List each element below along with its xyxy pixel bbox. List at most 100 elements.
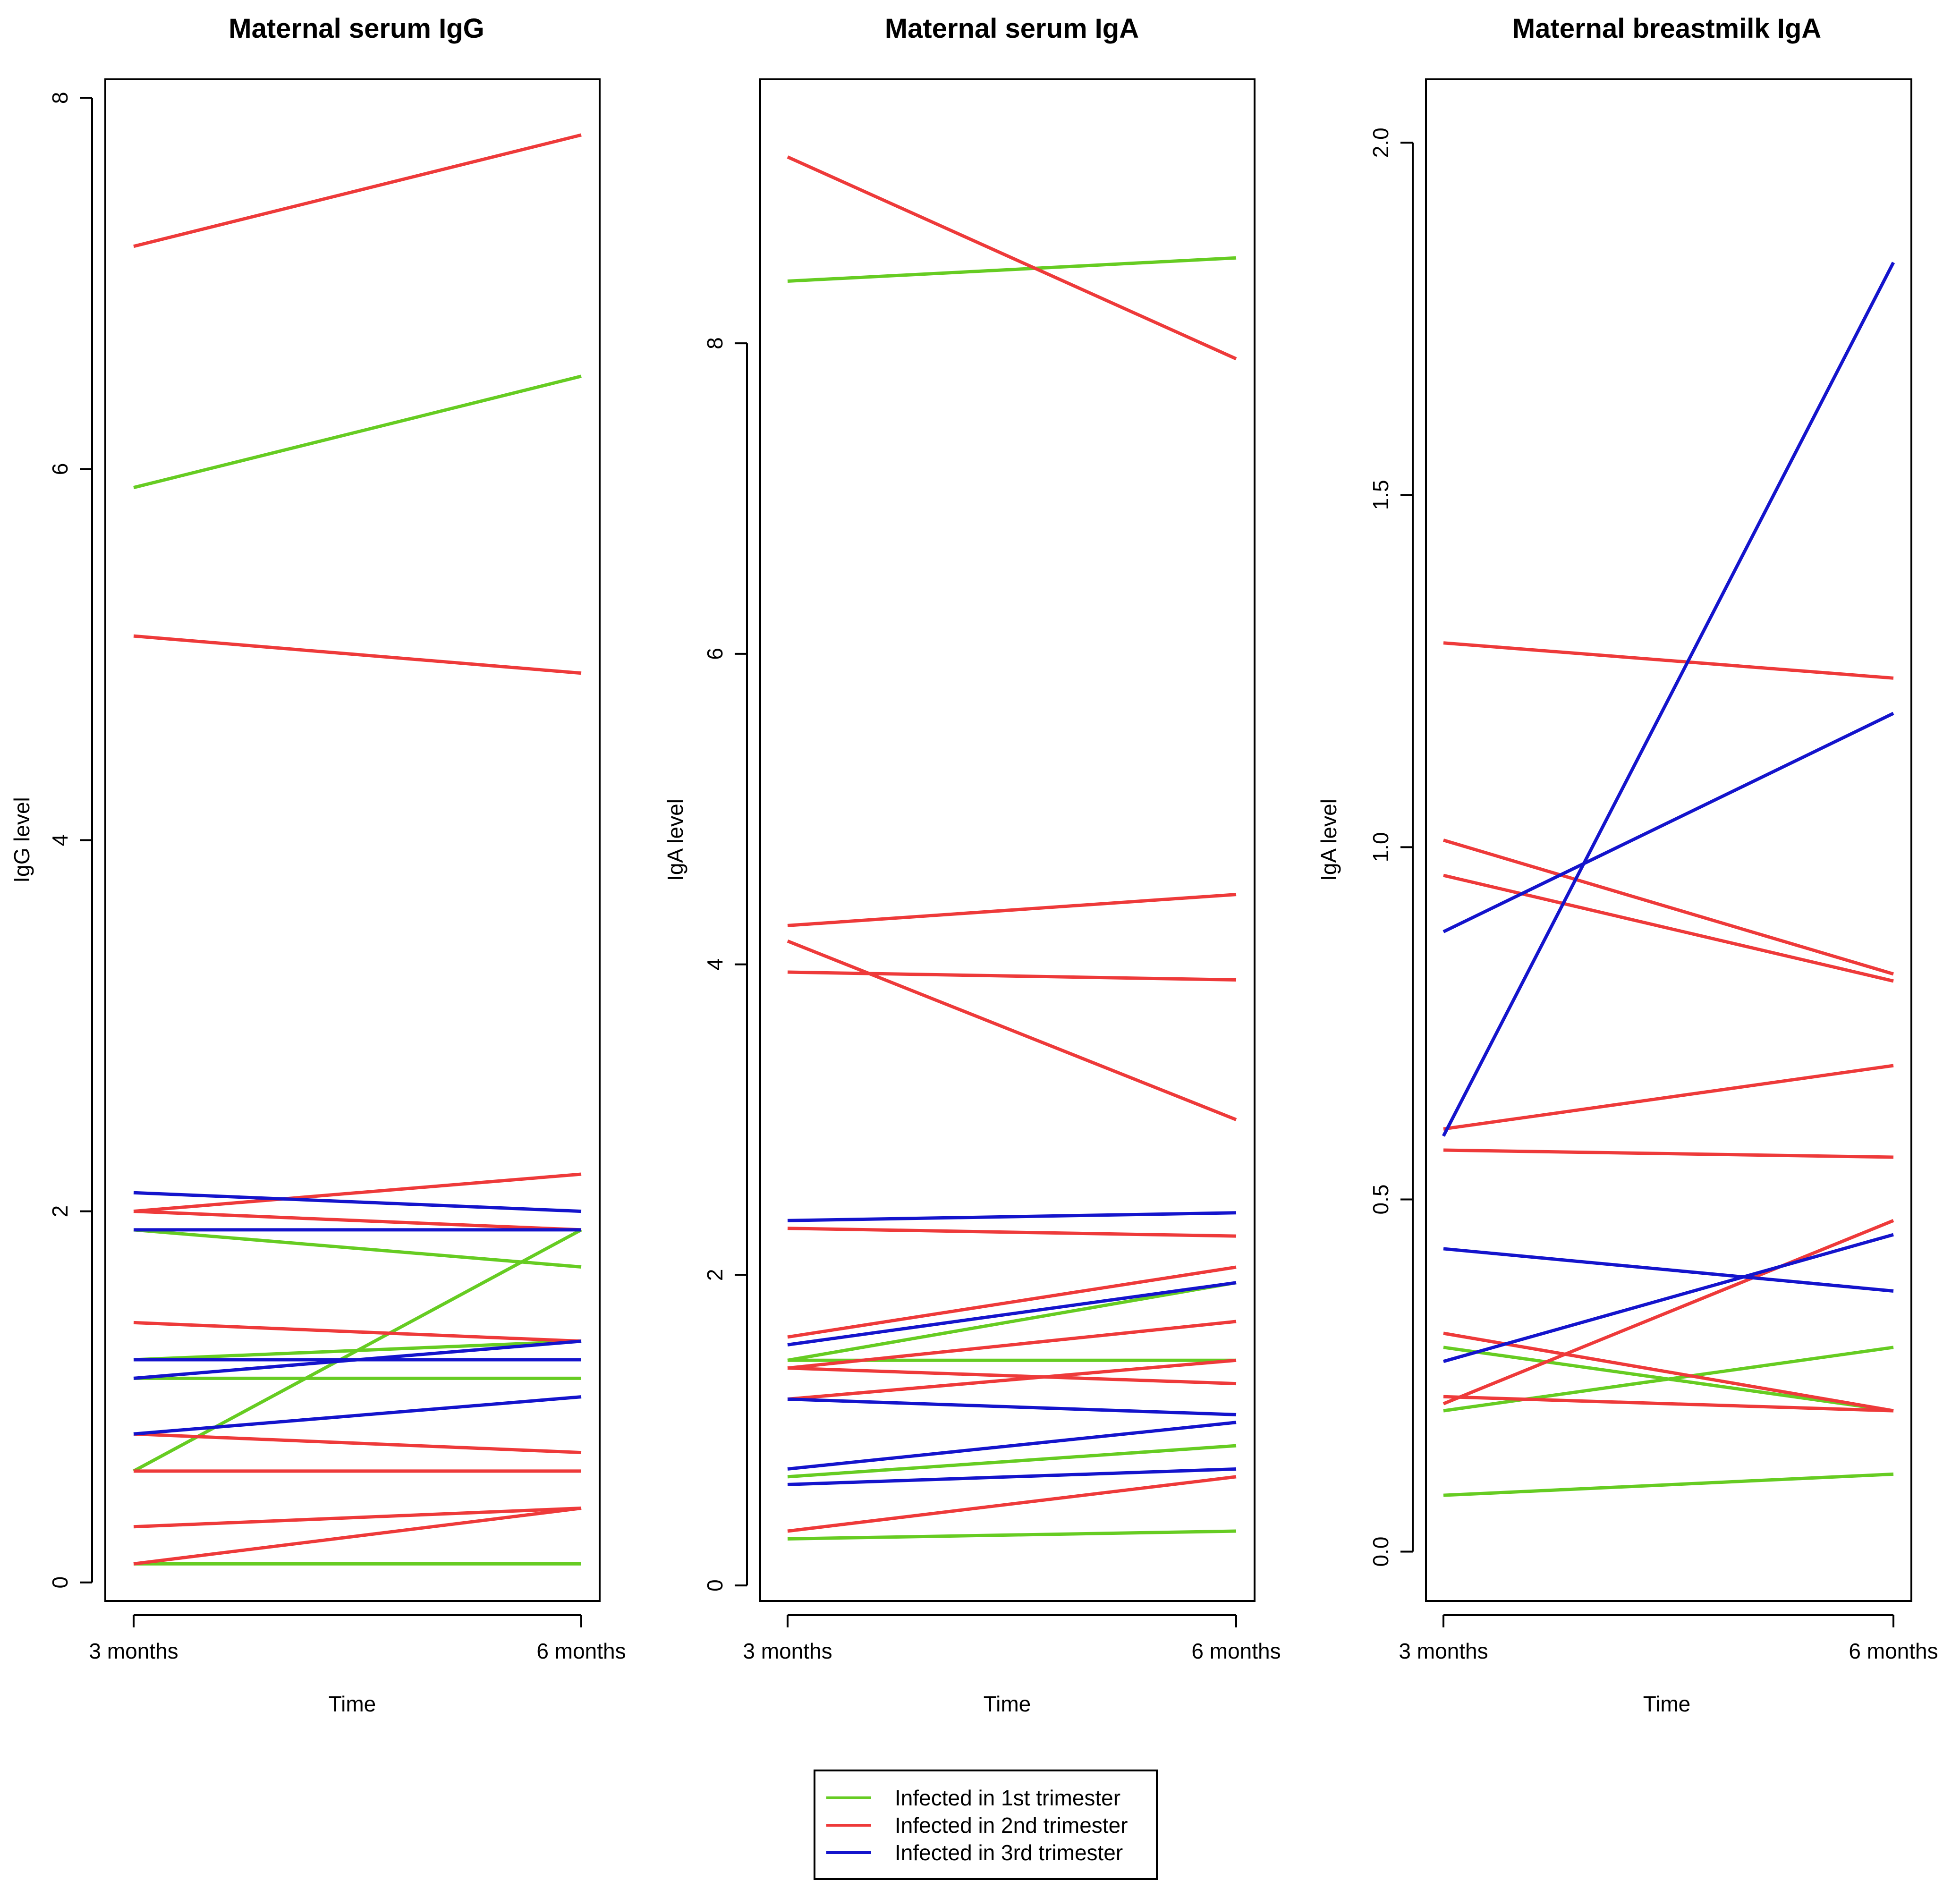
- series-line: [133, 634, 582, 675]
- series-lines: [1442, 262, 1895, 1497]
- legend-label: Infected in 2nd trimester: [895, 1813, 1128, 1838]
- series-line: [787, 893, 1237, 927]
- series-line: [787, 1421, 1237, 1471]
- series-line: [133, 374, 582, 490]
- x-axis-label: Time: [1643, 1692, 1691, 1716]
- x-tick-label: 3 months: [743, 1639, 832, 1663]
- panel-title: Maternal breastmilk IgA: [1512, 13, 1821, 44]
- panel-serum-iga: Maternal serum IgA 0 2 4 6 8 3 months 6 month…: [663, 13, 1281, 1716]
- series-line: [1443, 1247, 1894, 1293]
- series-line: [787, 1227, 1237, 1238]
- plot-frame: [759, 78, 1256, 1602]
- series-line: [133, 1321, 582, 1343]
- panel-igg: Maternal serum IgG 0 2 4 6 8 3 months 6 month…: [9, 13, 626, 1716]
- series-line: [133, 1172, 582, 1213]
- series-line: [1443, 838, 1894, 976]
- series-line: [1443, 1331, 1894, 1413]
- y-axis-label: IgA level: [663, 799, 687, 881]
- y-tick-label: 8: [703, 337, 727, 349]
- series-line: [133, 1210, 582, 1232]
- y-tick-label: 8: [48, 92, 72, 104]
- series-lines: [133, 133, 582, 1566]
- y-tick-label: 2: [703, 1269, 727, 1281]
- series-line: [1442, 1219, 1894, 1406]
- legend: Infected in 1st trimester Infected in 2n…: [814, 1770, 1158, 1880]
- series-line: [133, 1432, 582, 1455]
- x-tick-label: 3 months: [1399, 1639, 1488, 1663]
- y-tick-label: 6: [48, 463, 72, 475]
- legend-item: Infected in 2nd trimester: [826, 1813, 1128, 1838]
- plot-frame: [1425, 78, 1912, 1602]
- plot-frame: [104, 78, 601, 1602]
- legend-item: Infected in 1st trimester: [826, 1786, 1120, 1810]
- x-tick-label: 6 months: [1849, 1639, 1938, 1663]
- series-line: [787, 970, 1237, 982]
- series-line: [133, 1191, 582, 1213]
- series-line: [1443, 873, 1894, 983]
- legend-box: [814, 1770, 1158, 1880]
- y-tick-label: 1.0: [1368, 832, 1393, 862]
- y-tick-label: 4: [703, 958, 727, 971]
- series-line: [133, 133, 582, 248]
- series-line: [1443, 641, 1894, 680]
- series-line: [133, 1339, 582, 1362]
- series-line: [787, 1281, 1237, 1362]
- series-line: [787, 1444, 1237, 1479]
- series-line: [787, 256, 1237, 283]
- series-line: [1442, 711, 1894, 933]
- y-axis: 0.0 0.5 1.0 1.5 2.0: [1368, 127, 1414, 1567]
- series-lines: [787, 155, 1237, 1541]
- series-line: [787, 1397, 1237, 1416]
- panel-breastmilk-iga: Maternal breastmilk IgA 0.00.51.01.52.0 …: [1316, 13, 1938, 1716]
- x-tick-label: 3 months: [89, 1639, 178, 1663]
- series-line: [787, 155, 1237, 361]
- y-tick-label: 4: [48, 834, 72, 847]
- series-line: [787, 1475, 1237, 1533]
- y-tick-label: 6: [703, 648, 727, 660]
- x-axis-label: Time: [984, 1692, 1031, 1716]
- series-line: [133, 1339, 582, 1380]
- panel-title: Maternal serum IgG: [229, 13, 484, 44]
- series-line: [787, 1529, 1237, 1541]
- y-axis-label: IgA level: [1316, 799, 1341, 881]
- y-tick-label: 2: [48, 1205, 72, 1218]
- series-line: [787, 1467, 1237, 1486]
- series-line: [787, 1211, 1237, 1222]
- y-tick-label: 1.5: [1368, 480, 1393, 510]
- x-axis-label: Time: [329, 1692, 376, 1716]
- series-line: [1443, 1472, 1894, 1497]
- x-tick-label: 6 months: [1191, 1639, 1281, 1663]
- y-tick-label: 0.5: [1368, 1185, 1393, 1215]
- series-line: [1443, 1064, 1894, 1131]
- y-axis: 0 2 4 6 8: [703, 337, 748, 1592]
- series-line: [133, 1228, 582, 1269]
- y-tick-label: 2.0: [1368, 127, 1393, 158]
- y-axis: 0 2 4 6 8: [48, 92, 93, 1589]
- legend-label: Infected in 3rd trimester: [895, 1840, 1123, 1865]
- series-line: [1443, 1395, 1894, 1413]
- x-axis: 3 months 6 months: [1399, 1614, 1938, 1663]
- series-line: [1443, 1148, 1894, 1159]
- series-line: [787, 1320, 1237, 1370]
- y-tick-label: 0.0: [1368, 1537, 1393, 1567]
- series-line: [787, 940, 1237, 1121]
- series-line: [133, 1506, 582, 1529]
- x-tick-label: 6 months: [536, 1639, 626, 1663]
- series-line: [1443, 1233, 1894, 1363]
- y-tick-label: 0: [48, 1576, 72, 1589]
- series-line: [1442, 262, 1895, 1137]
- x-axis: 3 months 6 months: [743, 1614, 1281, 1663]
- series-line: [787, 1265, 1237, 1339]
- series-line: [787, 1366, 1237, 1386]
- series-line: [133, 1395, 582, 1436]
- legend-item: Infected in 3rd trimester: [826, 1840, 1123, 1865]
- y-axis-label: IgG level: [9, 797, 34, 883]
- series-line: [787, 1281, 1237, 1346]
- series-line: [787, 1358, 1237, 1401]
- y-tick-label: 0: [703, 1579, 727, 1592]
- legend-label: Infected in 1st trimester: [895, 1786, 1120, 1810]
- series-line: [133, 1507, 582, 1566]
- panel-title: Maternal serum IgA: [885, 13, 1139, 44]
